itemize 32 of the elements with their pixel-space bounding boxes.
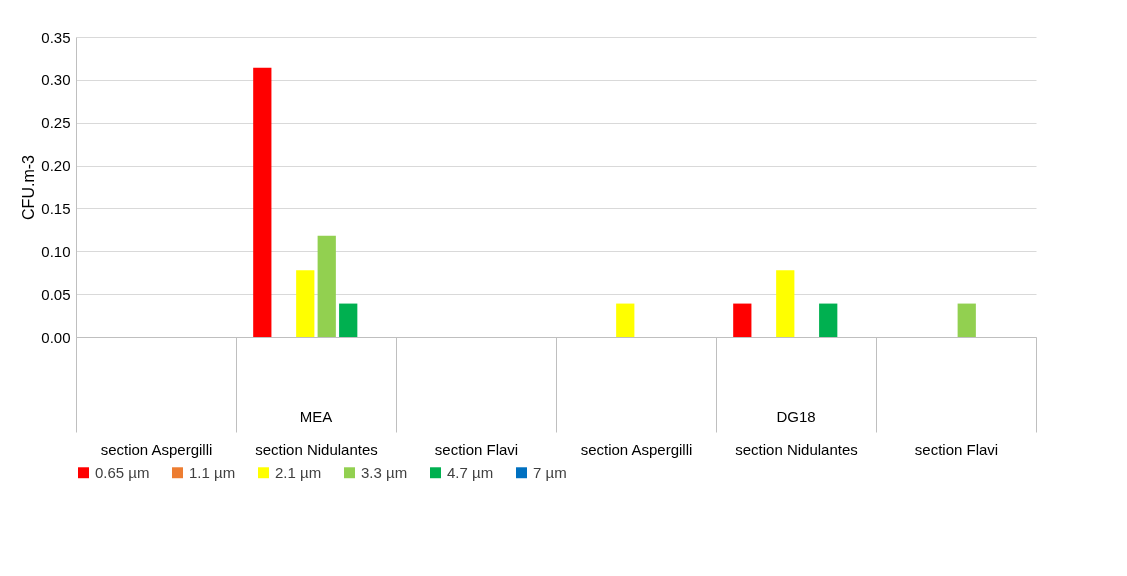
bar <box>296 270 315 337</box>
legend-label: 0.65 µm <box>95 463 150 481</box>
legend-label: 3.3 µm <box>361 463 408 481</box>
x-tick-label: section Aspergilli <box>580 440 693 458</box>
y-tick-label: 0.25 <box>41 114 71 132</box>
bar <box>616 303 635 337</box>
bar <box>339 303 358 337</box>
x-tick-label: section Flavi <box>914 440 999 458</box>
y-tick-label: 0.20 <box>41 157 71 175</box>
text: DG18 <box>776 408 816 425</box>
x-tick-label: section Flavi <box>434 440 519 458</box>
x-tick-label: section Aspergilli <box>100 440 213 458</box>
legend-label: 1.1 µm <box>189 463 236 481</box>
bar <box>776 270 795 337</box>
y-axis-title: CFU.m-3 <box>20 154 38 220</box>
bar <box>957 303 976 337</box>
y-tick-label: 0.00 <box>41 328 71 346</box>
y-tick-label: 0.05 <box>41 285 71 303</box>
y-tick-label: 0.30 <box>41 71 71 89</box>
legend-label: 4.7 µm <box>447 463 494 481</box>
bar <box>733 303 752 337</box>
legend-label: 2.1 µm <box>275 463 322 481</box>
x-tick-label: section Nidulantes <box>255 440 378 458</box>
legend-label: 7 µm <box>533 463 567 481</box>
y-tick-label: 0.35 <box>41 28 71 46</box>
y-tick-label: 0.15 <box>41 199 71 217</box>
text: MEA <box>299 408 333 425</box>
bar <box>819 303 838 337</box>
bar <box>317 235 336 337</box>
x-tick-label: section Nidulantes <box>735 440 858 458</box>
y-tick-label: 0.10 <box>41 242 71 260</box>
bar <box>253 67 272 337</box>
